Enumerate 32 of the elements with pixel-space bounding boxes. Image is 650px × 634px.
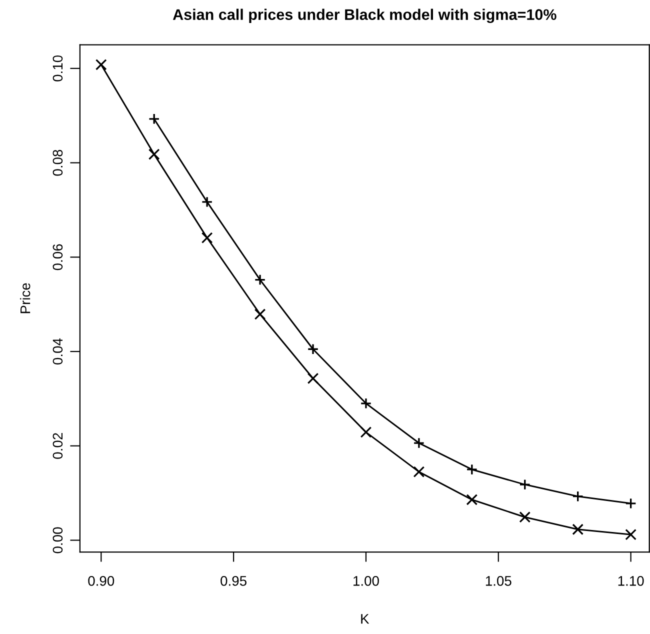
- x-axis-title: K: [361, 614, 370, 624]
- x-tick-label: 1.00: [354, 576, 379, 586]
- y-tick-label: 0.06: [52, 244, 63, 270]
- y-tick-label: 0.02: [52, 433, 63, 459]
- point: [201, 232, 213, 244]
- point: [625, 528, 637, 540]
- point: [95, 58, 107, 70]
- y-axis-title: Price: [20, 283, 30, 314]
- x-tick-label: 0.95: [220, 576, 246, 586]
- x-tick-label: 0.90: [88, 576, 114, 586]
- point: [307, 343, 319, 355]
- point: [572, 524, 584, 536]
- point: [466, 494, 478, 506]
- x-tick-label: 1.05: [486, 576, 512, 586]
- point: [307, 372, 319, 384]
- point: [254, 308, 266, 320]
- x-tick-label: 1.10: [618, 576, 644, 586]
- point: [148, 148, 160, 160]
- point: [519, 511, 531, 523]
- point: [201, 196, 213, 208]
- point: [413, 466, 425, 478]
- point: [413, 437, 425, 449]
- point: [360, 426, 372, 438]
- point: [148, 113, 160, 125]
- y-tick-label: 0.10: [52, 55, 63, 82]
- y-tick-label: 0.08: [52, 150, 63, 176]
- y-tick-label: 0.00: [52, 527, 63, 554]
- point: [625, 498, 637, 510]
- point: [360, 398, 372, 410]
- chart-title: Asian call prices under Black model with sigma=10%: [172, 8, 556, 24]
- y-tick-label: 0.04: [52, 338, 63, 364]
- point: [254, 274, 266, 286]
